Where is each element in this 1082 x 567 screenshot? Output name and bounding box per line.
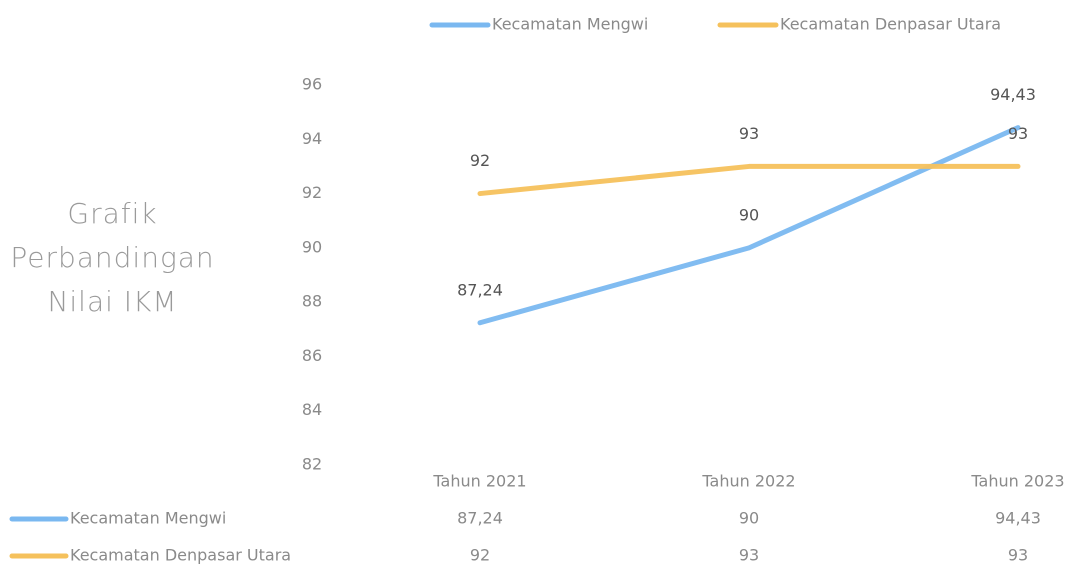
y-tick-label: 84 (302, 400, 322, 419)
table-cell: 94,43 (995, 509, 1041, 528)
y-tick-label: 92 (302, 183, 322, 202)
y-tick-label: 90 (302, 237, 322, 256)
legend-label: Kecamatan Mengwi (492, 15, 648, 34)
series-line (477, 163, 1021, 197)
table-cell: 92 (470, 546, 490, 565)
table-cell: 90 (739, 509, 759, 528)
data-label: 90 (739, 205, 759, 224)
y-tick-label: 88 (302, 292, 322, 311)
chart-title: Grafik Perbandingan Nilai IKM (10, 197, 215, 318)
y-tick-label: 82 (302, 455, 322, 474)
x-tick-label: Tahun 2021 (432, 472, 526, 491)
series-line (477, 125, 1021, 326)
y-tick-label: 86 (302, 346, 322, 365)
data-label: 94,43 (990, 85, 1036, 104)
y-tick-label: 94 (302, 129, 322, 148)
table-cell: 87,24 (457, 509, 503, 528)
x-tick-label: Tahun 2022 (701, 472, 795, 491)
table-cell: 93 (1008, 546, 1028, 565)
x-tick-label: Tahun 2023 (970, 472, 1064, 491)
table-row-label: Kecamatan Mengwi (70, 509, 226, 528)
data-label: 92 (470, 151, 490, 170)
legend-label: Kecamatan Denpasar Utara (780, 15, 1001, 34)
table-cell: 93 (739, 546, 759, 565)
data-label: 93 (1008, 124, 1028, 143)
table-row-label: Kecamatan Denpasar Utara (70, 546, 291, 565)
data-label: 87,24 (457, 280, 503, 299)
data-label: 93 (739, 124, 759, 143)
y-tick-label: 96 (302, 75, 322, 94)
